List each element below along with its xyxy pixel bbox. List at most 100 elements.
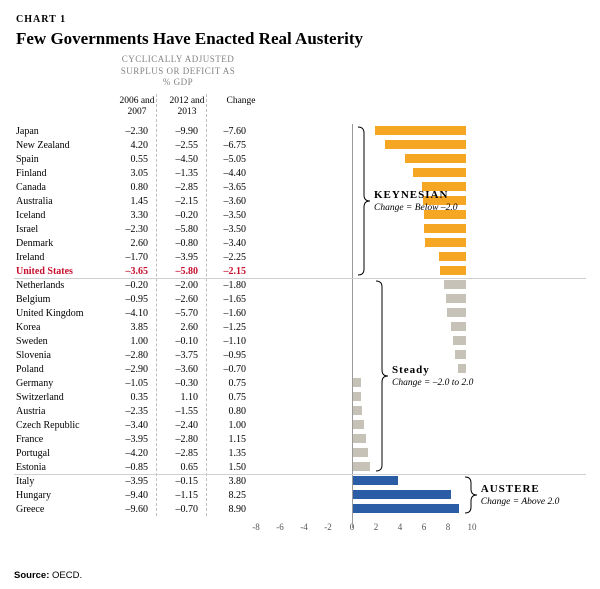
table-row: Japan–2.30–9.90–7.60 [14,124,586,138]
country-cell: Portugal [14,448,106,459]
col-b-cell: 0.65 [156,462,206,473]
chart-title: Few Governments Have Enacted Real Auster… [16,29,584,49]
bar-cell [256,404,586,418]
country-cell: United States [14,266,106,277]
change-cell: –6.75 [206,140,256,151]
col-a-cell: –9.40 [106,490,156,501]
change-cell: –4.40 [206,168,256,179]
country-cell: Slovenia [14,350,106,361]
table-row: Israel–2.30–5.80–3.50 [14,222,586,236]
axis-tick: 4 [398,522,403,532]
col-b-cell: –3.75 [156,350,206,361]
country-cell: Sweden [14,336,106,347]
col-a-cell: –2.90 [106,364,156,375]
col-a-cell: –3.65 [106,266,156,277]
bar-cell [256,152,586,166]
col-b-cell: –1.35 [156,168,206,179]
col-b-cell: –2.80 [156,434,206,445]
axis-tick: -6 [276,522,284,532]
col-a-cell: 4.20 [106,140,156,151]
country-cell: Ireland [14,252,106,263]
col-b-cell: –0.10 [156,336,206,347]
col-b-cell: –0.20 [156,210,206,221]
col-a-cell: 0.55 [106,154,156,165]
country-cell: Italy [14,476,106,487]
bar-cell [256,460,586,474]
col-b-cell: –5.70 [156,308,206,319]
axis-tick: 10 [468,522,477,532]
change-cell: –3.65 [206,182,256,193]
change-cell: –1.10 [206,336,256,347]
bar-cell [256,124,586,138]
col-change-header: Change [218,96,264,107]
table-row: Denmark2.60–0.80–3.40 [14,236,586,250]
bar [424,224,466,233]
group-sublabel: Change = Below –2.0 [374,203,457,213]
col-b-cell: –2.85 [156,448,206,459]
bar [352,406,362,415]
group-label: KEYNESIAN [374,189,448,201]
table-row: Austria–2.35–1.550.80 [14,404,586,418]
table-row: New Zealand4.20–2.55–6.75 [14,138,586,152]
col-b-cell: –2.85 [156,182,206,193]
change-cell: 1.35 [206,448,256,459]
bar [439,252,466,261]
bar [444,280,466,289]
col-b-cell: –2.40 [156,420,206,431]
change-cell: 3.80 [206,476,256,487]
change-cell: –5.05 [206,154,256,165]
table-row: Spain0.55–4.50–5.05 [14,152,586,166]
bar [425,238,466,247]
change-cell: 0.75 [206,378,256,389]
bar [458,364,466,373]
group-brace [358,126,370,276]
bar-cell [256,222,586,236]
bar-cell [256,348,586,362]
country-cell: Canada [14,182,106,193]
country-cell: Spain [14,154,106,165]
bar [352,462,370,471]
col-a-cell: –2.30 [106,224,156,235]
group-label: AUSTERE [481,483,540,495]
col-b-cell: –1.55 [156,406,206,417]
change-cell: –3.50 [206,210,256,221]
table-row: Ireland–1.70–3.95–2.25 [14,250,586,264]
col-b-cell: –3.95 [156,252,206,263]
table-row: Finland3.05–1.35–4.40 [14,166,586,180]
col-b-cell: –3.60 [156,364,206,375]
country-cell: Iceland [14,210,106,221]
table-row: Germany–1.05–0.300.75 [14,376,586,390]
axis-tick: -2 [324,522,332,532]
bar [455,350,466,359]
bar [352,504,459,513]
table-row: Netherlands–0.20–2.00–1.80 [14,278,586,292]
bar-cell [256,278,586,292]
col-a-cell: 0.35 [106,392,156,403]
country-cell: Poland [14,364,106,375]
col-b-cell: –9.90 [156,126,206,137]
bar-cell [256,432,586,446]
col-a-cell: 1.00 [106,336,156,347]
change-cell: 1.15 [206,434,256,445]
table-row: Australia1.45–2.15–3.60 [14,194,586,208]
country-cell: Estonia [14,462,106,473]
country-cell: Japan [14,126,106,137]
bar-cell [256,334,586,348]
col-a-cell: –0.95 [106,294,156,305]
col-a-cell: 0.80 [106,182,156,193]
country-cell: Denmark [14,238,106,249]
col-a-cell: 3.05 [106,168,156,179]
bar-cell [256,306,586,320]
table-row: United States–3.65–5.80–2.15 [14,264,586,278]
bar-cell [256,390,586,404]
country-cell: Belgium [14,294,106,305]
country-cell: New Zealand [14,140,106,151]
bar [385,140,466,149]
bar [352,378,361,387]
bar [451,322,466,331]
table-row: Poland–2.90–3.60–0.70 [14,362,586,376]
change-cell: –0.95 [206,350,256,361]
country-cell: Australia [14,196,106,207]
source: Source: OECD. [14,570,82,581]
table-row: Slovenia–2.80–3.75–0.95 [14,348,586,362]
